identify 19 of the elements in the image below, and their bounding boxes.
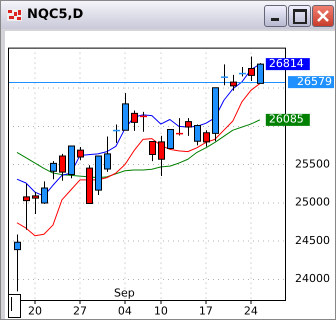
ref-line-label: 26579 xyxy=(297,74,332,88)
data-label: 26085 xyxy=(268,112,304,126)
candlestick xyxy=(176,118,183,136)
x-tick-label: 04 xyxy=(118,304,132,318)
candlestick xyxy=(140,111,147,132)
y-tick-label: 24000 xyxy=(295,272,330,286)
y-tick-label: 25500 xyxy=(295,157,330,170)
x-tick-label: 20 xyxy=(28,304,42,318)
candlestick xyxy=(239,66,246,77)
x-tick-label: 27 xyxy=(72,304,87,318)
y-tick-label: 24500 xyxy=(295,234,330,247)
x-tick-label: 10 xyxy=(154,304,168,318)
x-tick-label: 17 xyxy=(198,304,213,318)
data-label: 26814 xyxy=(268,56,304,70)
chart-title: NQC5,D xyxy=(27,7,84,22)
candlestick xyxy=(113,124,120,144)
x-tick-label: 24 xyxy=(244,304,258,318)
annotation: Sep xyxy=(114,286,135,300)
y-tick-label: 25000 xyxy=(295,196,330,209)
